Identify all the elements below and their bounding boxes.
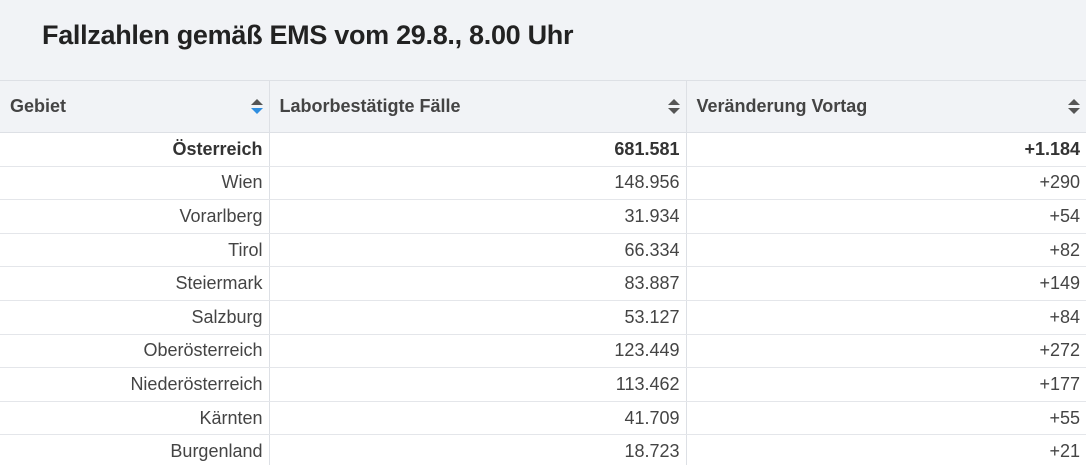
cell-gebiet: Tirol	[0, 233, 269, 268]
sort-icon[interactable]	[1068, 98, 1080, 115]
cell-veraenderung: +21	[685, 434, 1086, 465]
column-header-gebiet[interactable]: Gebiet	[0, 80, 269, 133]
sort-icon[interactable]	[250, 98, 263, 115]
cell-gebiet: Steiermark	[0, 266, 269, 301]
table-row: Österreich 681.581 +1.184	[0, 132, 1086, 167]
column-header-veraenderung[interactable]: Veränderung Vortag	[685, 80, 1086, 133]
cell-faelle: 41.709	[268, 401, 686, 436]
cell-faelle: 113.462	[268, 367, 686, 402]
cell-gebiet: Burgenland	[0, 434, 269, 465]
table-row: Kärnten 41.709 +55	[0, 401, 1086, 436]
cell-gebiet: Salzburg	[0, 300, 269, 335]
cell-veraenderung: +177	[685, 367, 1086, 402]
table-row: Wien 148.956 +290	[0, 166, 1086, 201]
cell-gebiet: Kärnten	[0, 401, 269, 436]
cell-faelle: 31.934	[268, 199, 686, 234]
cell-faelle: 83.887	[268, 266, 686, 301]
title-bar: Fallzahlen gemäß EMS vom 29.8., 8.00 Uhr	[0, 0, 1086, 80]
column-header-label: Gebiet	[10, 96, 67, 116]
table-row: Burgenland 18.723 +21	[0, 434, 1086, 465]
table-row: Oberösterreich 123.449 +272	[0, 334, 1086, 369]
page-title: Fallzahlen gemäß EMS vom 29.8., 8.00 Uhr	[42, 20, 574, 50]
cell-faelle: 18.723	[268, 434, 686, 465]
table-row: Steiermark 83.887 +149	[0, 266, 1086, 301]
table-header-row: Gebiet Laborbestätigte Fälle Veränderung…	[0, 80, 1086, 133]
cell-gebiet: Oberösterreich	[0, 334, 269, 369]
cell-veraenderung: +84	[685, 300, 1086, 335]
cell-faelle: 53.127	[268, 300, 686, 335]
column-header-label: Veränderung Vortag	[696, 96, 868, 116]
cell-veraenderung: +149	[685, 266, 1086, 301]
cell-veraenderung: +54	[685, 199, 1086, 234]
cell-faelle: 66.334	[268, 233, 686, 268]
cell-veraenderung: +82	[685, 233, 1086, 268]
cell-veraenderung: +272	[685, 334, 1086, 369]
table-row: Niederösterreich 113.462 +177	[0, 367, 1086, 402]
cell-gebiet: Wien	[0, 166, 269, 201]
cell-veraenderung: +1.184	[685, 132, 1086, 167]
cell-faelle: 123.449	[268, 334, 686, 369]
cell-faelle: 148.956	[268, 166, 686, 201]
cell-veraenderung: +290	[685, 166, 1086, 201]
table-row: Tirol 66.334 +82	[0, 233, 1086, 268]
cell-veraenderung: +55	[685, 401, 1086, 436]
cell-gebiet: Niederösterreich	[0, 367, 269, 402]
cell-faelle: 681.581	[268, 132, 686, 167]
cases-table: Gebiet Laborbestätigte Fälle Veränderung…	[0, 80, 1086, 465]
column-header-faelle[interactable]: Laborbestätigte Fälle	[268, 80, 686, 133]
cell-gebiet: Österreich	[0, 132, 269, 167]
table-row: Vorarlberg 31.934 +54	[0, 199, 1086, 234]
column-header-label: Laborbestätigte Fälle	[279, 96, 461, 116]
sort-icon[interactable]	[667, 98, 680, 115]
table-body: Österreich 681.581 +1.184 Wien 148.956 +290 Vo…	[0, 132, 1086, 465]
table-row: Salzburg 53.127 +84	[0, 300, 1086, 335]
cell-gebiet: Vorarlberg	[0, 199, 269, 234]
